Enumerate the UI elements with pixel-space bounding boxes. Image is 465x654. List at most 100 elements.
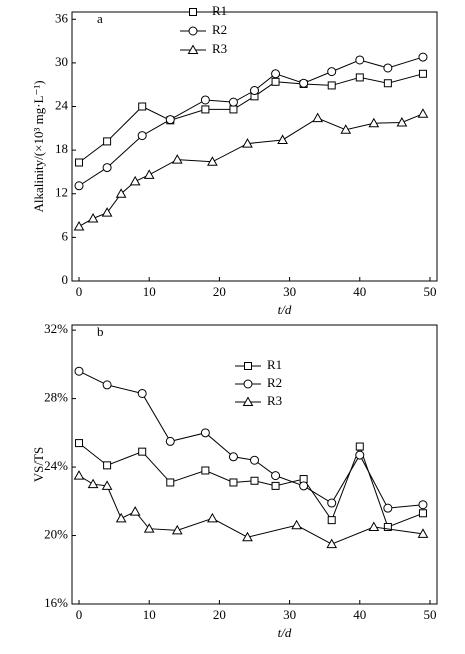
data-point <box>207 156 218 166</box>
data-point <box>143 169 155 179</box>
series-line <box>78 56 424 187</box>
x-tick-label: 20 <box>213 284 226 299</box>
data-point <box>75 439 84 448</box>
data-point <box>207 512 218 523</box>
data-point <box>102 380 112 390</box>
y-tick-label: 24% <box>44 458 68 473</box>
legend-marker <box>188 26 198 36</box>
y-tick-label: 36 <box>55 10 69 25</box>
data-point <box>355 55 365 65</box>
y-axis-label: VS/TS <box>31 447 46 482</box>
plot-frame <box>71 11 438 282</box>
data-point <box>383 79 392 88</box>
data-point <box>87 212 99 223</box>
series-line <box>78 370 424 509</box>
data-point <box>103 137 112 146</box>
data-point <box>383 522 392 531</box>
y-tick-label: 30 <box>55 54 68 69</box>
x-tick-label: 20 <box>213 607 226 622</box>
data-point <box>271 481 280 490</box>
data-point <box>327 81 336 90</box>
data-point <box>242 531 253 542</box>
data-point <box>138 102 147 111</box>
x-tick-label: 50 <box>423 607 436 622</box>
data-point <box>166 478 175 487</box>
data-point <box>102 163 112 173</box>
data-point <box>418 500 428 510</box>
x-tick-label: 10 <box>143 607 156 622</box>
data-point <box>418 52 428 62</box>
legend-marker <box>189 8 197 16</box>
legend-marker <box>243 379 253 389</box>
data-point <box>228 97 238 107</box>
data-point <box>73 470 85 480</box>
legend-marker <box>187 44 199 54</box>
data-point <box>143 523 155 533</box>
legend-marker <box>244 362 252 370</box>
series-line <box>78 475 424 545</box>
data-point <box>327 498 337 508</box>
data-point <box>312 112 324 123</box>
data-point <box>417 528 429 538</box>
data-point <box>417 108 429 118</box>
data-point <box>165 436 175 446</box>
legend-marker <box>242 396 254 406</box>
legend-label: R3 <box>267 393 282 408</box>
x-tick-label: 40 <box>353 607 366 622</box>
data-point <box>200 428 210 438</box>
data-point <box>200 95 210 105</box>
data-point <box>129 506 141 516</box>
data-point <box>73 220 85 231</box>
data-point <box>138 447 147 456</box>
data-point <box>355 73 364 82</box>
legend-label: R2 <box>212 22 227 37</box>
data-point <box>271 471 281 481</box>
data-point <box>229 478 238 487</box>
y-tick-label: 6 <box>62 228 69 243</box>
data-point <box>101 480 113 490</box>
data-point <box>355 442 364 451</box>
data-point <box>250 455 259 465</box>
data-point <box>418 69 427 78</box>
x-tick-label: 50 <box>423 284 436 299</box>
data-point <box>228 452 238 462</box>
y-tick-label: 32% <box>44 321 68 336</box>
x-tick-label: 30 <box>283 607 296 622</box>
data-point <box>271 69 281 79</box>
data-point <box>137 388 147 398</box>
data-point <box>383 503 393 513</box>
x-axis-label: t/d <box>278 302 292 317</box>
x-tick-label: 0 <box>76 607 83 622</box>
data-point <box>340 124 352 134</box>
legend-label: R1 <box>267 357 282 372</box>
data-point <box>242 138 253 148</box>
data-point <box>201 466 210 475</box>
x-tick-label: 0 <box>76 284 83 299</box>
data-point <box>271 77 280 86</box>
data-point <box>165 115 175 125</box>
legend-label: R2 <box>267 375 282 390</box>
data-point <box>229 105 238 114</box>
data-point <box>103 461 112 470</box>
data-point <box>383 63 393 73</box>
data-point <box>101 207 113 217</box>
data-point <box>115 188 127 198</box>
data-point <box>327 516 336 525</box>
data-point <box>137 131 147 141</box>
legend-label: R3 <box>212 41 227 56</box>
data-point <box>327 67 337 77</box>
y-tick-label: 28% <box>44 390 68 405</box>
data-point <box>291 519 302 530</box>
data-point <box>171 524 183 535</box>
y-tick-label: 16% <box>44 595 68 610</box>
series-line <box>78 113 424 227</box>
data-point <box>74 366 84 376</box>
data-point <box>396 116 408 127</box>
data-point <box>368 117 380 128</box>
panel-label: a <box>97 11 103 26</box>
y-tick-label: 24 <box>55 97 69 112</box>
y-axis-label: Alkalinity/(×10³ mg·L⁻¹) <box>31 80 46 212</box>
x-axis-label: t/d <box>278 625 292 640</box>
data-point <box>201 105 210 114</box>
